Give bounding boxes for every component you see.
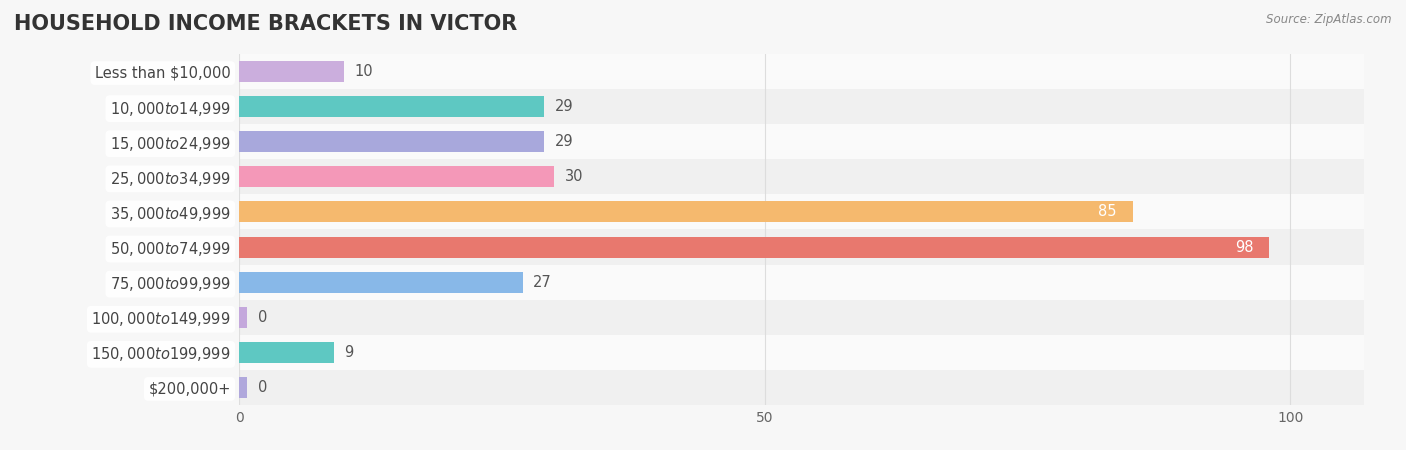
Text: 29: 29: [554, 99, 574, 114]
Bar: [239, 124, 1364, 159]
Bar: [239, 370, 1364, 405]
Text: 85: 85: [1098, 204, 1116, 220]
Bar: [239, 54, 1364, 89]
Text: 9: 9: [344, 345, 353, 360]
Bar: [239, 61, 344, 82]
Bar: [239, 377, 247, 398]
Bar: [239, 237, 1270, 257]
Text: 0: 0: [257, 380, 267, 395]
Text: HOUSEHOLD INCOME BRACKETS IN VICTOR: HOUSEHOLD INCOME BRACKETS IN VICTOR: [14, 14, 517, 33]
Bar: [239, 194, 1364, 230]
Bar: [239, 96, 544, 117]
Text: 29: 29: [554, 134, 574, 149]
Bar: [239, 166, 554, 187]
Bar: [239, 202, 1133, 222]
Bar: [239, 265, 1364, 300]
Bar: [239, 307, 247, 328]
Text: 10: 10: [354, 64, 373, 79]
Text: Source: ZipAtlas.com: Source: ZipAtlas.com: [1267, 14, 1392, 27]
Bar: [239, 89, 1364, 124]
Bar: [239, 300, 1364, 335]
Bar: [239, 335, 1364, 370]
Bar: [239, 159, 1364, 194]
Bar: [239, 131, 544, 152]
Text: 30: 30: [565, 169, 583, 184]
Bar: [239, 272, 523, 292]
Bar: [239, 342, 333, 363]
Text: 0: 0: [257, 310, 267, 325]
Text: 98: 98: [1234, 239, 1253, 255]
Bar: [239, 230, 1364, 265]
Text: 27: 27: [533, 274, 553, 290]
